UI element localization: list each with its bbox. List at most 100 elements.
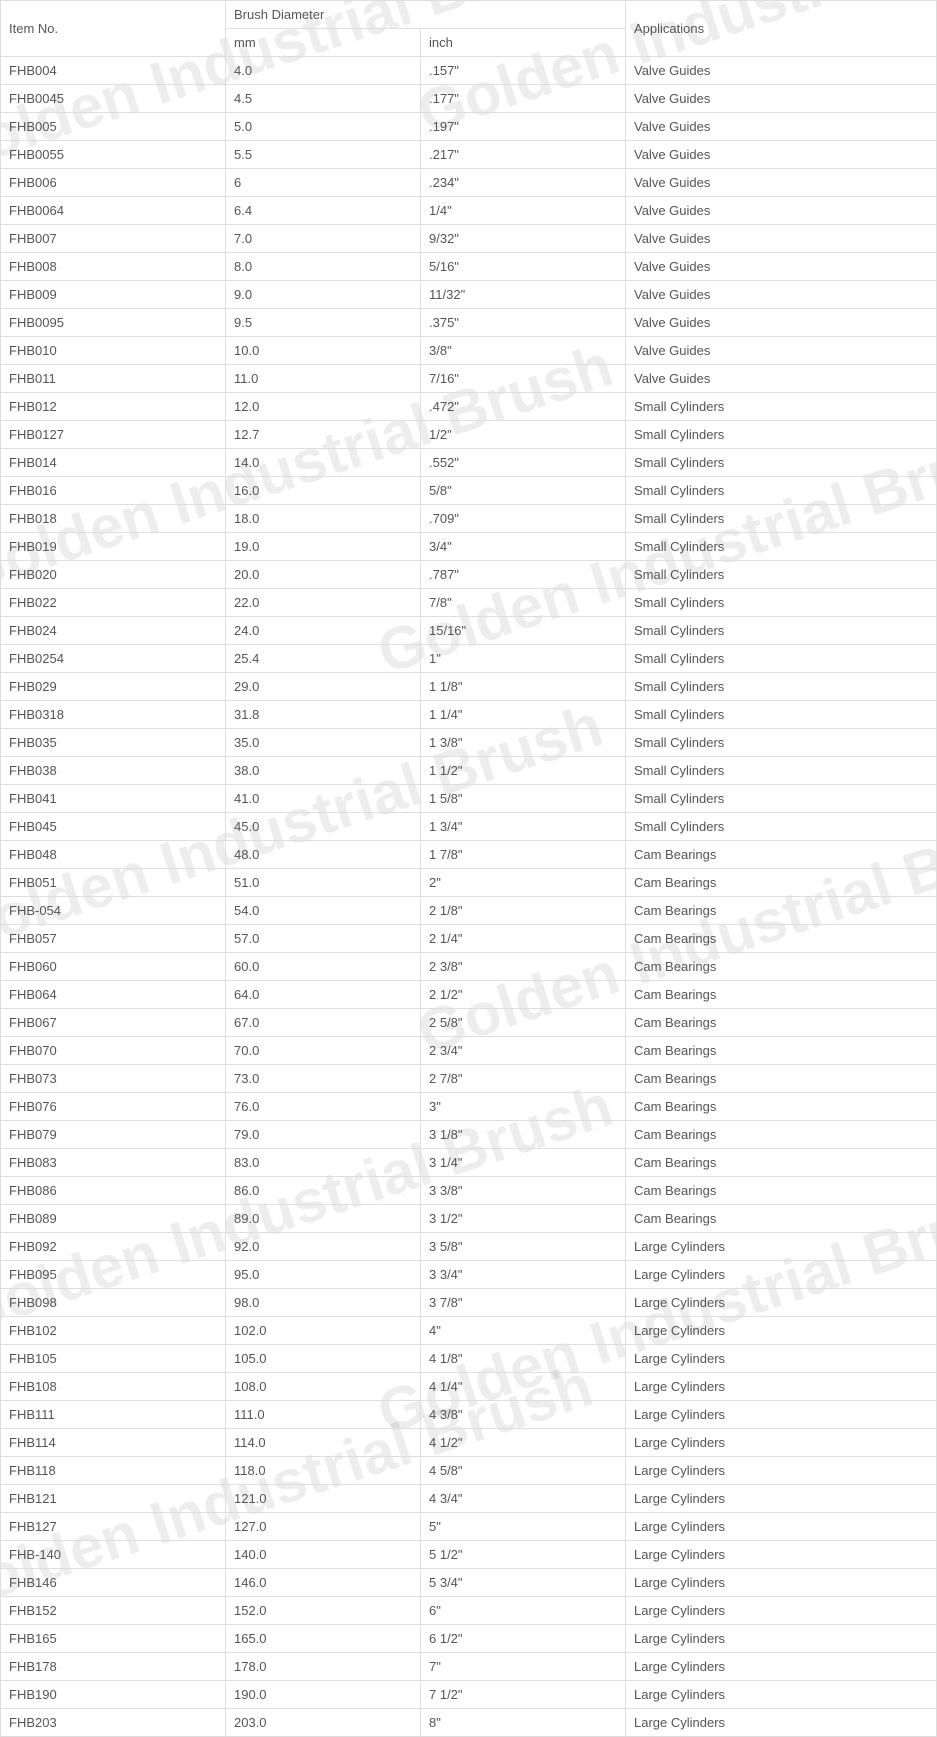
table-row: FHB02424.015/16"Small Cylinders	[1, 617, 937, 645]
cell-mm: 70.0	[226, 1037, 421, 1065]
table-row: FHB031831.81 1/4"Small Cylinders	[1, 701, 937, 729]
cell-item: FHB121	[1, 1485, 226, 1513]
cell-app: Valve Guides	[626, 113, 937, 141]
cell-mm: 95.0	[226, 1261, 421, 1289]
cell-app: Valve Guides	[626, 169, 937, 197]
cell-mm: 12.7	[226, 421, 421, 449]
cell-item: FHB0318	[1, 701, 226, 729]
cell-app: Valve Guides	[626, 225, 937, 253]
table-row: FHB118118.04 5/8"Large Cylinders	[1, 1457, 937, 1485]
table-row: FHB01414.0.552"Small Cylinders	[1, 449, 937, 477]
cell-item: FHB010	[1, 337, 226, 365]
cell-app: Cam Bearings	[626, 1037, 937, 1065]
cell-mm: 19.0	[226, 533, 421, 561]
cell-app: Large Cylinders	[626, 1261, 937, 1289]
table-row: FHB00646.41/4"Valve Guides	[1, 197, 937, 225]
cell-inch: 1 5/8"	[421, 785, 626, 813]
cell-app: Cam Bearings	[626, 897, 937, 925]
col-brush-diameter: Brush Diameter	[226, 1, 626, 29]
cell-item: FHB092	[1, 1233, 226, 1261]
table-body: FHB0044.0.157"Valve GuidesFHB00454.5.177…	[1, 57, 937, 1737]
cell-app: Small Cylinders	[626, 729, 937, 757]
cell-item: FHB079	[1, 1121, 226, 1149]
table-row: FHB07070.02 3/4"Cam Bearings	[1, 1037, 937, 1065]
table-row: FHB00555.5.217"Valve Guides	[1, 141, 937, 169]
cell-app: Large Cylinders	[626, 1457, 937, 1485]
table-row: FHB01111.07/16"Valve Guides	[1, 365, 937, 393]
cell-inch: 5"	[421, 1513, 626, 1541]
cell-item: FHB086	[1, 1177, 226, 1205]
cell-mm: 121.0	[226, 1485, 421, 1513]
table-row: FHB06767.02 5/8"Cam Bearings	[1, 1009, 937, 1037]
cell-app: Small Cylinders	[626, 701, 937, 729]
cell-item: FHB070	[1, 1037, 226, 1065]
cell-mm: 35.0	[226, 729, 421, 757]
table-row: FHB0044.0.157"Valve Guides	[1, 57, 937, 85]
cell-mm: 111.0	[226, 1401, 421, 1429]
table-header: Item No. Brush Diameter Applications mm …	[1, 1, 937, 57]
cell-app: Large Cylinders	[626, 1709, 937, 1737]
cell-app: Cam Bearings	[626, 1205, 937, 1233]
cell-item: FHB089	[1, 1205, 226, 1233]
cell-app: Small Cylinders	[626, 477, 937, 505]
cell-item: FHB073	[1, 1065, 226, 1093]
cell-mm: 127.0	[226, 1513, 421, 1541]
cell-mm: 114.0	[226, 1429, 421, 1457]
cell-app: Valve Guides	[626, 57, 937, 85]
col-applications: Applications	[626, 1, 937, 57]
cell-item: FHB022	[1, 589, 226, 617]
table-row: FHB121121.04 3/4"Large Cylinders	[1, 1485, 937, 1513]
cell-inch: 4 5/8"	[421, 1457, 626, 1485]
cell-mm: 86.0	[226, 1177, 421, 1205]
table-row: FHB02929.01 1/8"Small Cylinders	[1, 673, 937, 701]
cell-item: FHB005	[1, 113, 226, 141]
cell-mm: 79.0	[226, 1121, 421, 1149]
table-row: FHB165165.06 1/2"Large Cylinders	[1, 1625, 937, 1653]
cell-mm: 165.0	[226, 1625, 421, 1653]
cell-inch: 5 3/4"	[421, 1569, 626, 1597]
cell-item: FHB095	[1, 1261, 226, 1289]
cell-inch: 2 1/4"	[421, 925, 626, 953]
table-row: FHB07676.03"Cam Bearings	[1, 1093, 937, 1121]
cell-inch: 1"	[421, 645, 626, 673]
cell-inch: 6 1/2"	[421, 1625, 626, 1653]
cell-app: Large Cylinders	[626, 1345, 937, 1373]
cell-mm: 4.0	[226, 57, 421, 85]
table-row: FHB105105.04 1/8"Large Cylinders	[1, 1345, 937, 1373]
cell-item: FHB006	[1, 169, 226, 197]
cell-item: FHB127	[1, 1513, 226, 1541]
table-row: FHB01616.05/8"Small Cylinders	[1, 477, 937, 505]
cell-app: Large Cylinders	[626, 1541, 937, 1569]
cell-mm: 16.0	[226, 477, 421, 505]
cell-app: Small Cylinders	[626, 813, 937, 841]
cell-mm: 24.0	[226, 617, 421, 645]
cell-inch: .375"	[421, 309, 626, 337]
cell-mm: 8.0	[226, 253, 421, 281]
cell-mm: 89.0	[226, 1205, 421, 1233]
cell-item: FHB190	[1, 1681, 226, 1709]
cell-app: Small Cylinders	[626, 673, 937, 701]
table-row: FHB04848.01 7/8"Cam Bearings	[1, 841, 937, 869]
cell-item: FHB118	[1, 1457, 226, 1485]
table-row: FHB01919.03/4"Small Cylinders	[1, 533, 937, 561]
cell-inch: 2 7/8"	[421, 1065, 626, 1093]
table-row: FHB0077.09/32"Valve Guides	[1, 225, 937, 253]
cell-app: Cam Bearings	[626, 1177, 937, 1205]
cell-item: FHB020	[1, 561, 226, 589]
cell-inch: 1 3/4"	[421, 813, 626, 841]
cell-mm: 12.0	[226, 393, 421, 421]
cell-item: FHB041	[1, 785, 226, 813]
cell-app: Small Cylinders	[626, 533, 937, 561]
cell-app: Small Cylinders	[626, 449, 937, 477]
table-row: FHB152152.06"Large Cylinders	[1, 1597, 937, 1625]
cell-inch: 4 3/4"	[421, 1485, 626, 1513]
cell-mm: 98.0	[226, 1289, 421, 1317]
table-row: FHB01818.0.709"Small Cylinders	[1, 505, 937, 533]
cell-item: FHB083	[1, 1149, 226, 1177]
cell-inch: 5/16"	[421, 253, 626, 281]
cell-inch: 6"	[421, 1597, 626, 1625]
cell-mm: 29.0	[226, 673, 421, 701]
cell-item: FHB076	[1, 1093, 226, 1121]
cell-inch: 3 7/8"	[421, 1289, 626, 1317]
cell-mm: 152.0	[226, 1597, 421, 1625]
